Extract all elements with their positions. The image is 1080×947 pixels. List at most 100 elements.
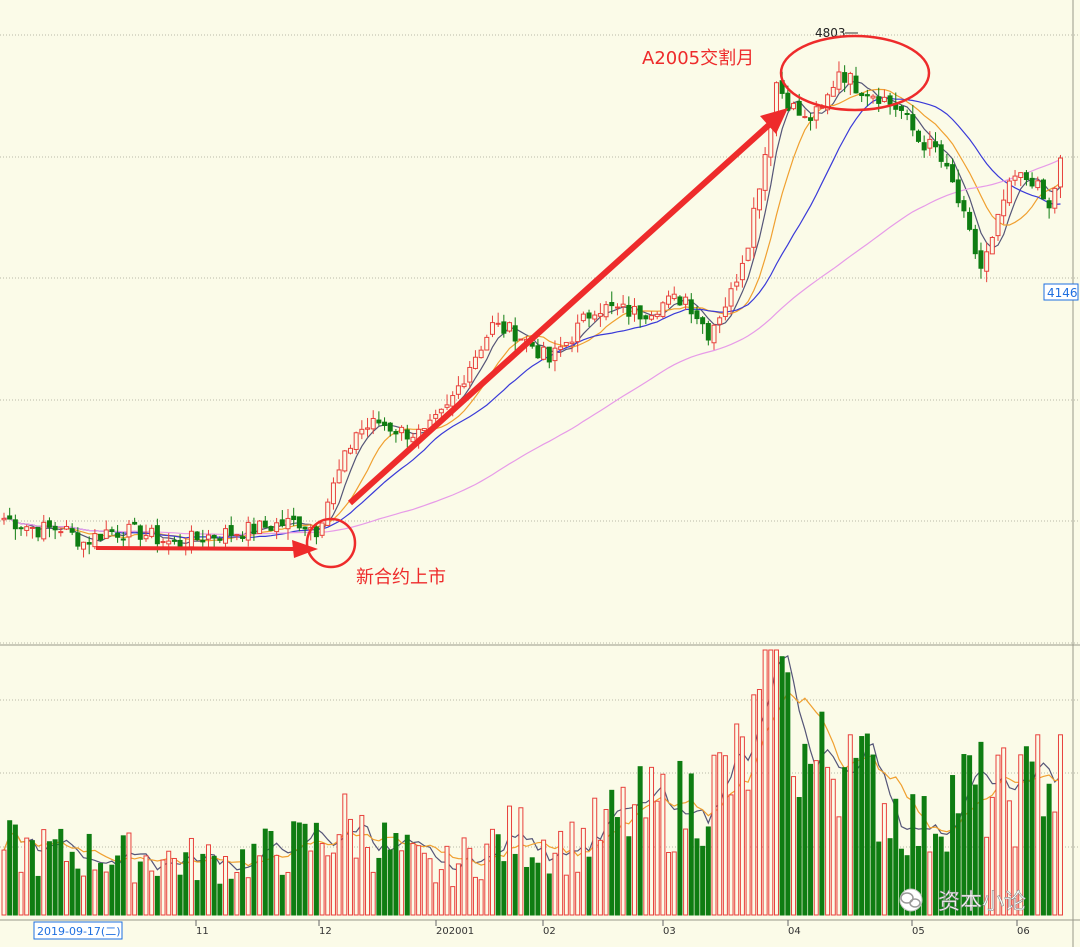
candle: [546, 346, 552, 363]
volume-bar: [808, 763, 814, 916]
candle: [160, 541, 166, 544]
candle: [154, 525, 160, 545]
volume-bar: [160, 859, 166, 916]
candle: [569, 341, 575, 345]
volume-average-lines: [3, 654, 1061, 871]
volume-bar: [81, 875, 87, 916]
candle: [98, 533, 104, 541]
candle: [188, 530, 194, 548]
candle: [234, 533, 240, 536]
volume-bar: [586, 856, 592, 916]
volume-bar: [842, 767, 848, 916]
volume-bar: [194, 880, 200, 916]
candle: [654, 313, 660, 318]
candle: [1057, 157, 1063, 188]
candle: [791, 102, 797, 110]
candle: [603, 304, 609, 318]
volume-bar: [512, 853, 518, 916]
volume-bar: [649, 766, 655, 916]
candle: [251, 523, 257, 534]
candle: [1052, 187, 1058, 209]
candle: [808, 117, 814, 121]
volume-bar: [927, 851, 933, 916]
volume-bar: [541, 839, 547, 916]
candle: [1023, 172, 1029, 181]
volume-bar: [626, 836, 632, 916]
volume-bar: [688, 773, 694, 916]
candle: [756, 188, 762, 211]
wechat-icon: [899, 888, 923, 912]
volume-bar: [620, 786, 626, 916]
candle: [211, 534, 217, 539]
volume-bar: [285, 871, 291, 916]
volume-bar: [614, 817, 620, 916]
volume-bar: [393, 833, 399, 916]
candle: [631, 305, 637, 315]
candle: [217, 538, 223, 541]
volume-bar: [245, 877, 251, 916]
candle: [762, 154, 768, 191]
volume-bar: [728, 794, 734, 916]
volume-bar: [1001, 747, 1007, 916]
candle: [944, 162, 950, 167]
volume-bar: [433, 882, 439, 916]
candle: [69, 528, 75, 533]
x-tick-label: 06: [1017, 926, 1030, 937]
volume-ma5-line: [3, 654, 1061, 871]
candle: [376, 419, 382, 424]
volume-bar: [183, 852, 189, 916]
candle: [1046, 200, 1052, 209]
current-date-box[interactable]: [33, 921, 123, 940]
candle: [830, 86, 836, 97]
volume-bar: [944, 851, 950, 916]
candle: [864, 94, 870, 97]
volume-bar: [240, 849, 246, 916]
candle: [296, 516, 302, 529]
volume-bar: [898, 848, 904, 916]
candle: [177, 539, 183, 547]
candle: [489, 322, 495, 335]
arrow-flat: [95, 540, 318, 558]
volume-bar: [876, 841, 882, 916]
candle: [927, 138, 933, 149]
candle: [342, 450, 348, 472]
volume-bar: [177, 874, 183, 916]
candle: [393, 431, 399, 435]
volume-bar: [739, 736, 745, 916]
volume-bar: [762, 649, 768, 916]
candle: [671, 293, 677, 300]
candle: [785, 92, 791, 111]
x-tick-label: 12: [319, 926, 332, 937]
volume-bar: [660, 773, 666, 916]
volume-bar: [518, 807, 524, 916]
candle: [836, 71, 842, 90]
volume-bar: [24, 837, 30, 916]
volume-bar: [399, 850, 405, 916]
volume-bar: [450, 886, 456, 916]
volume-bar: [654, 800, 660, 916]
candle: [1012, 175, 1018, 181]
current-date-label: 2019-09-17(二): [37, 925, 121, 938]
volume-bar: [149, 870, 155, 916]
candle: [933, 141, 939, 148]
candle: [535, 345, 541, 359]
volume-bar: [995, 754, 1001, 916]
candle: [563, 341, 569, 346]
volume-bar: [302, 823, 308, 916]
candle: [915, 130, 921, 142]
candle: [518, 338, 524, 341]
candle: [86, 542, 92, 545]
volume-bar: [1046, 783, 1052, 916]
candle: [586, 312, 592, 319]
candle: [688, 299, 694, 315]
volume-bar: [154, 875, 160, 916]
volume-bar: [700, 845, 706, 916]
volume-bar: [461, 837, 467, 916]
candle: [898, 106, 904, 111]
volume-bar: [325, 855, 331, 916]
candle: [984, 251, 990, 272]
volume-bar: [370, 871, 376, 916]
candle: [166, 540, 172, 545]
volume-bar: [694, 838, 700, 916]
new-contract-circle: [305, 517, 357, 569]
